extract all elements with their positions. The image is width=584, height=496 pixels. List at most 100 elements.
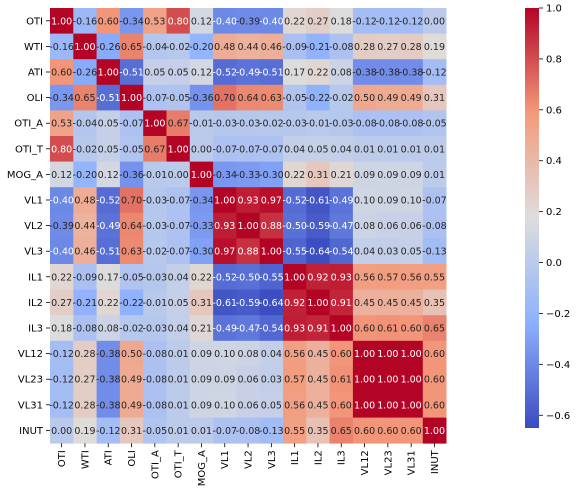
cell-value-label: 0.06 bbox=[237, 375, 258, 386]
heatmap-cell bbox=[236, 110, 261, 137]
heatmap-cell bbox=[306, 212, 330, 239]
heatmap-cell bbox=[50, 392, 74, 418]
cell-value-label: 0.08 bbox=[354, 221, 375, 232]
cell-value-label: -0.05 bbox=[422, 119, 447, 130]
cell-value-label: 0.56 bbox=[354, 272, 375, 283]
heatmap-cell bbox=[352, 110, 377, 137]
cell-value-label: 0.60 bbox=[377, 426, 398, 437]
heatmap-cell bbox=[352, 136, 377, 162]
y-tick-label: ATI bbox=[28, 68, 43, 79]
cell-value-label: 0.49 bbox=[401, 93, 422, 104]
heatmap-cell bbox=[399, 136, 424, 162]
cell-value-label: 0.28 bbox=[74, 400, 95, 411]
heatmap-cell bbox=[352, 238, 377, 265]
cell-value-label: -0.21 bbox=[306, 42, 331, 53]
cell-value-label: 0.67 bbox=[168, 119, 189, 130]
heatmap-cell bbox=[306, 392, 330, 418]
cell-value-label: -0.38 bbox=[96, 349, 121, 360]
cell-value-label: -0.03 bbox=[143, 196, 168, 207]
heatmap-cell bbox=[236, 264, 261, 290]
heatmap-cell bbox=[422, 110, 447, 137]
cell-value-label: 0.28 bbox=[401, 42, 422, 53]
cell-value-label: -0.36 bbox=[119, 170, 144, 181]
heatmap-cell bbox=[399, 187, 424, 214]
heatmap-cell bbox=[259, 212, 284, 239]
heatmap-cell bbox=[189, 136, 214, 162]
y-tick-label: MOG_A bbox=[7, 170, 43, 181]
heatmap-cell bbox=[189, 161, 214, 188]
cell-value-label: 0.93 bbox=[214, 221, 235, 232]
heatmap-cell bbox=[329, 212, 354, 239]
cell-value-label: -0.08 bbox=[329, 42, 354, 53]
cell-value-label: 0.28 bbox=[74, 349, 95, 360]
heatmap-cell bbox=[399, 161, 424, 188]
cell-value-label: -0.12 bbox=[376, 16, 401, 27]
x-tick-label: IL2 bbox=[313, 450, 324, 465]
cell-value-label: 0.05 bbox=[401, 247, 422, 258]
cell-value-label: -0.20 bbox=[73, 170, 98, 181]
cell-value-label: -0.39 bbox=[236, 16, 261, 27]
cell-value-label: -0.03 bbox=[143, 221, 168, 232]
cell-value-label: 0.09 bbox=[377, 196, 398, 207]
cell-value-label: 0.49 bbox=[377, 93, 398, 104]
heatmap-cell bbox=[352, 289, 377, 316]
heatmap-cell bbox=[73, 161, 97, 188]
heatmap-cell bbox=[399, 315, 424, 342]
colorbar-tick-label: 0.6 bbox=[546, 105, 562, 116]
cell-value-label: 0.88 bbox=[237, 247, 258, 258]
cell-value-label: -0.12 bbox=[422, 68, 447, 79]
cell-value-label: 0.01 bbox=[168, 349, 189, 360]
cell-value-label: 0.49 bbox=[121, 400, 142, 411]
cell-value-label: -0.03 bbox=[236, 119, 261, 130]
heatmap-cell bbox=[352, 187, 377, 214]
cell-value-label: -0.01 bbox=[143, 170, 168, 181]
heatmap-cell bbox=[119, 187, 144, 214]
cell-value-label: 0.01 bbox=[168, 375, 189, 386]
x-axis-ticks: OTI WTI ATI OLI OTI_A OTI_T MOG_A VL1 VL2 VL3 IL1 I… bbox=[57, 443, 441, 486]
y-tick-label: IL3 bbox=[28, 324, 43, 335]
cell-value-label: -0.33 bbox=[189, 221, 214, 232]
heatmap-cell bbox=[376, 161, 400, 188]
heatmap-cell bbox=[50, 161, 74, 188]
heatmap-cell bbox=[189, 417, 214, 444]
heatmap-cell bbox=[73, 212, 97, 239]
cell-value-label: 0.04 bbox=[284, 144, 305, 155]
heatmap-cell bbox=[422, 417, 447, 444]
y-tick-label: IL2 bbox=[28, 298, 43, 309]
cell-value-label: -0.52 bbox=[282, 196, 307, 207]
heatmap-cell bbox=[399, 264, 424, 290]
colorbar: 1.0 0.8 0.6 0.4 0.2 0.0 −0.2 −0.4 −0.6 bbox=[525, 4, 570, 428]
cell-value-label: 0.80 bbox=[168, 16, 189, 27]
heatmap-cell bbox=[143, 366, 167, 393]
cell-value-label: -0.07 bbox=[259, 144, 284, 155]
cell-value-label: -0.02 bbox=[143, 247, 168, 258]
heatmap-cell bbox=[376, 59, 400, 86]
x-tick-label: MOG_A bbox=[197, 450, 208, 486]
heatmap-cell bbox=[352, 392, 377, 418]
cell-value-label: -0.33 bbox=[236, 170, 261, 181]
heatmap-cell bbox=[306, 366, 330, 393]
heatmap-cell bbox=[143, 315, 167, 342]
cell-value-label: -0.51 bbox=[119, 68, 144, 79]
cell-value-label: 0.67 bbox=[144, 144, 165, 155]
cell-value-label: 0.60 bbox=[354, 426, 375, 437]
y-tick-label: VL1 bbox=[24, 196, 43, 207]
heatmap-cell bbox=[259, 161, 284, 188]
cell-value-label: 0.70 bbox=[121, 196, 142, 207]
cell-value-label: -0.13 bbox=[422, 247, 447, 258]
heatmap-cell bbox=[119, 59, 144, 86]
cell-value-label: -0.03 bbox=[212, 119, 237, 130]
heatmap-cell bbox=[96, 264, 121, 290]
cell-value-label: -0.08 bbox=[143, 349, 168, 360]
heatmap-cell bbox=[236, 59, 261, 86]
heatmap-cell bbox=[119, 238, 144, 265]
heatmap-cell bbox=[73, 59, 97, 86]
cell-value-label: 0.21 bbox=[191, 324, 212, 335]
cell-value-label: 1.00 bbox=[401, 349, 422, 360]
cell-value-label: 0.05 bbox=[168, 68, 189, 79]
cell-value-label: -0.40 bbox=[49, 247, 74, 258]
cell-value-label: -0.61 bbox=[306, 196, 331, 207]
y-tick-label: INUT bbox=[19, 426, 44, 437]
heatmap-cell bbox=[399, 366, 424, 393]
heatmap-cell bbox=[352, 161, 377, 188]
